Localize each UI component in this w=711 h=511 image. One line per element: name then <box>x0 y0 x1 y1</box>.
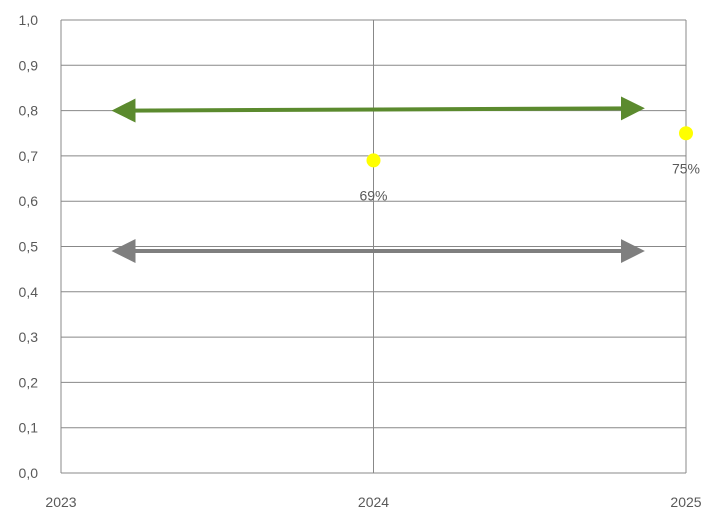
y-axis-ticks: 0,0 0,1 0,2 0,3 0,4 0,5 0,6 0,7 0,8 0,9 1,0 <box>19 12 39 481</box>
grid <box>60 19 687 474</box>
data-point <box>366 153 381 168</box>
y-tick-label: 0,9 <box>19 57 39 73</box>
y-tick-label: 0,4 <box>19 284 39 300</box>
y-tick-label: 0,0 <box>19 465 39 481</box>
y-tick-label: 0,6 <box>19 193 39 209</box>
data-points <box>366 126 693 168</box>
y-tick-label: 0,8 <box>19 103 39 119</box>
double-arrow-1 <box>111 96 645 123</box>
data-label: 69% <box>359 187 387 203</box>
x-tick-label: 2024 <box>358 494 389 510</box>
x-tick-label: 2025 <box>670 494 701 510</box>
y-tick-label: 0,5 <box>19 239 39 255</box>
y-tick-label: 0,2 <box>19 374 39 390</box>
y-tick-label: 0,7 <box>19 148 39 164</box>
data-labels: 69% 75% <box>359 160 700 203</box>
data-point <box>679 126 693 141</box>
x-axis-ticks: 2023 2024 2025 <box>45 494 701 510</box>
data-label: 75% <box>672 160 700 176</box>
y-tick-label: 0,3 <box>19 329 39 345</box>
x-tick-label: 2023 <box>45 494 76 510</box>
y-tick-label: 0,1 <box>19 420 39 436</box>
arrows <box>111 96 645 264</box>
y-tick-label: 1,0 <box>19 12 39 28</box>
